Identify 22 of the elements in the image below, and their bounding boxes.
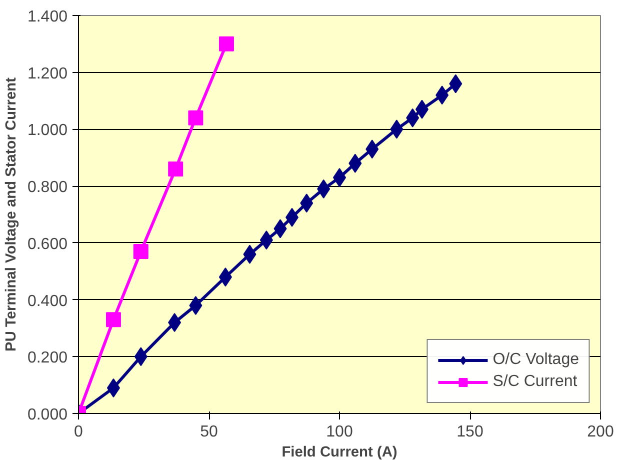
point: [168, 162, 184, 177]
y-tick-label: 1.400: [27, 8, 68, 26]
y-tick-label: 0.000: [27, 406, 68, 424]
x-tick-label: 0: [74, 424, 84, 440]
x-tick-label: 50: [200, 424, 218, 440]
y-tick-label: 1.000: [27, 122, 68, 140]
point: [133, 244, 148, 259]
legend-label: S/C Current: [492, 373, 578, 391]
y-tick-label: 0.200: [27, 350, 68, 367]
legend-label: O/C Voltage: [492, 351, 579, 369]
x-tick-label: 200: [587, 424, 614, 440]
x-axis-title: Field Current (A): [282, 444, 398, 460]
x-tick-label: 100: [326, 424, 353, 440]
point: [218, 36, 234, 52]
x-tick-label: 150: [456, 424, 484, 440]
y-tick-label: 0.600: [27, 236, 68, 253]
y-tick-label: 1.200: [27, 65, 68, 82]
point: [106, 312, 121, 328]
y-axis-title: PU Terminal Voltage and Stator Current: [3, 77, 20, 352]
y-tick-label: 0.400: [27, 292, 68, 310]
point: [188, 110, 204, 126]
y-tick-label: 0.800: [27, 179, 68, 196]
